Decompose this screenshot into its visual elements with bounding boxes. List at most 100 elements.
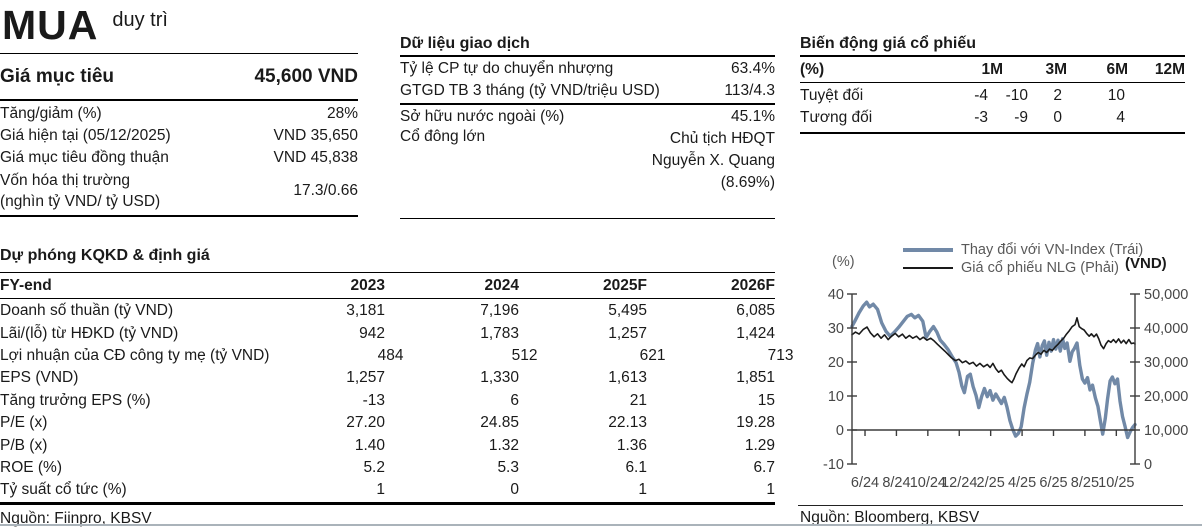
row-value: -10	[1005, 87, 1028, 104]
row-value: 512	[511, 346, 538, 364]
row-value: 1,257	[608, 324, 647, 342]
rating-action: MUA	[2, 2, 99, 48]
trading-data-title: Dữ liệu giao dịch	[400, 35, 530, 52]
table-row: Giá hiện tại (05/12/2025) VND 35,650	[0, 125, 358, 147]
row-value: 6.7	[753, 458, 775, 476]
row-value: -3	[974, 109, 988, 126]
row-label: Doanh số thuần (tỷ VND)	[0, 302, 174, 320]
row-label: Cổ đông lớn	[400, 128, 486, 145]
axis-tick-label: -10	[823, 457, 844, 473]
row-value: 4	[1116, 109, 1125, 126]
row-value: VND 35,650	[273, 127, 358, 144]
axis-tick-label: 10/25	[1098, 475, 1134, 491]
left-axis-unit: (%)	[832, 254, 855, 270]
axis-tick-label: 20	[828, 355, 844, 371]
row-value: 6.1	[625, 458, 647, 476]
row-value: VND 45,838	[273, 149, 358, 166]
axis-tick-label: 0	[1144, 457, 1152, 473]
column-header: 1M	[981, 61, 1003, 78]
row-value: 24.85	[480, 414, 519, 432]
axis-tick-label: 6/24	[851, 475, 879, 491]
rating-block: MUA duy trì	[2, 2, 168, 48]
table-row: GTGD TB 3 tháng (tỷ VND/triệu USD) 113/4.…	[400, 80, 775, 102]
column-header: 2024	[484, 276, 519, 294]
price-momentum-title: Biến động giá cổ phiếu	[800, 35, 976, 52]
table-bottom-border	[0, 213, 358, 217]
axis-tick-label: 2/25	[977, 475, 1005, 491]
row-label: EPS (VND)	[0, 369, 79, 387]
row-value: 10	[1107, 87, 1125, 104]
target-price-table: Giá mục tiêu 45,600 VND Tăng/giảm (%) 28%…	[0, 53, 358, 217]
right-axis-unit: (VND)	[1125, 255, 1167, 272]
row-value: 27.20	[346, 414, 385, 432]
row-value: 28%	[326, 105, 358, 122]
chart-source-divider	[798, 505, 1183, 506]
row-value: 942	[359, 324, 385, 342]
row-value: 5.3	[497, 458, 519, 476]
row-value: 17.3/0.66	[293, 182, 358, 199]
row-label-line: (nghìn tỷ VND/ tỷ USD)	[0, 193, 161, 210]
row-value: 1.29	[744, 436, 775, 454]
target-price-header: Giá mục tiêu 45,600 VND	[0, 54, 358, 101]
row-value: -4	[974, 87, 988, 104]
trading-data-group2: Sở hữu nước ngoài (%) 45.1% Cổ đông lớn Chủ…	[400, 103, 775, 219]
table-row: Sở hữu nước ngoài (%) 45.1%	[400, 106, 775, 128]
row-value-line: (8.69%)	[720, 174, 775, 191]
column-header: 12M	[1154, 61, 1185, 78]
table-row: Tuyệt đối -4 -10 2 10	[800, 85, 1185, 107]
series-line	[851, 316, 1136, 384]
axis-tick-label: 20,000	[1144, 389, 1188, 405]
row-label: GTGD TB 3 tháng (tỷ VND/triệu USD)	[400, 82, 660, 99]
row-label: Tương đối	[800, 109, 873, 126]
row-value: 713	[767, 346, 794, 364]
axis-tick-label: 30	[828, 321, 844, 337]
row-value: 1	[766, 481, 775, 499]
row-value: 3,181	[346, 302, 385, 320]
row-value: 1,613	[608, 369, 647, 387]
row-value: 22.13	[608, 414, 647, 432]
row-label: Giá mục tiêu đồng thuận	[0, 149, 169, 166]
price-momentum-rows: Tuyệt đối -4 -10 2 10 Tương đối -3 -9 0 4	[800, 83, 1185, 134]
rating-qualifier: duy trì	[112, 9, 168, 31]
row-value: 1,330	[480, 369, 519, 387]
row-value: 21	[629, 391, 647, 409]
row-value: 1.36	[616, 436, 647, 454]
price-chart-svg: 40 30 20 10 0 -10 50,000 40,000 30,000 20,000 10,0…	[823, 287, 1188, 491]
row-label: Vốn hóa thị trường (nghìn tỷ VND/ tỷ USD)	[0, 170, 160, 212]
row-value: 1,851	[736, 369, 775, 387]
column-header: FY-end	[0, 276, 52, 294]
table-row: Cổ đông lớn Chủ tịch HĐQT Nguyễn X. Quang (…	[400, 128, 775, 194]
target-price-rows: Tăng/giảm (%) 28% Giá hiện tại (05/12/2025…	[0, 101, 358, 213]
row-label: Tăng/giảm (%)	[0, 105, 102, 122]
row-value: 2	[1053, 87, 1062, 104]
row-label: ROE (%)	[0, 458, 62, 476]
row-value: 45.1%	[731, 108, 775, 125]
target-price-label: Giá mục tiêu	[0, 65, 115, 87]
page-bottom-rule	[0, 524, 1202, 526]
table-row: Giá mục tiêu đồng thuận VND 45,838	[0, 147, 358, 169]
row-label-line: Vốn hóa thị trường	[0, 172, 130, 189]
row-value: -9	[1014, 109, 1028, 126]
row-value: 6,085	[736, 302, 775, 320]
trading-data-group1: Tỷ lệ CP tự do chuyển nhượng 63.4% GTGD TB…	[400, 55, 775, 103]
row-value: 621	[639, 346, 666, 364]
series-line	[850, 300, 1137, 440]
row-label: Lãi/(lỗ) từ HĐKD (tỷ VND)	[0, 324, 179, 342]
table-row: Tỷ suất cổ tức (%) 1 0 1 1	[0, 479, 775, 501]
row-value: Chủ tịch HĐQT Nguyễn X. Quang (8.69%)	[652, 128, 775, 194]
row-value: 1.40	[354, 436, 385, 454]
row-value: 0	[510, 481, 519, 499]
row-value: 1,257	[346, 369, 385, 387]
axis-tick-label: 8/25	[1071, 475, 1099, 491]
legend-label: Thay đổi với VN-Index (Trái)	[961, 242, 1144, 258]
forecast-table: Dự phóng KQKD & định giá FY-end 2023 2024 2…	[0, 246, 793, 528]
axis-tick-label: 6/25	[1039, 475, 1067, 491]
table-row: Lợi nhuận của CĐ công ty mẹ (tỷ VND) 484 5…	[0, 345, 793, 367]
trading-data-table: Dữ liệu giao dịch Tỷ lệ CP tự do chuyển …	[400, 34, 775, 219]
axis-tick-label: 10/24	[910, 475, 946, 491]
row-label: P/B (x)	[0, 436, 48, 454]
row-value: 0	[1053, 109, 1062, 126]
row-label: Tỷ suất cổ tức (%)	[0, 481, 127, 499]
row-value-line: Chủ tịch HĐQT	[669, 130, 775, 147]
row-value: 19.28	[736, 414, 775, 432]
